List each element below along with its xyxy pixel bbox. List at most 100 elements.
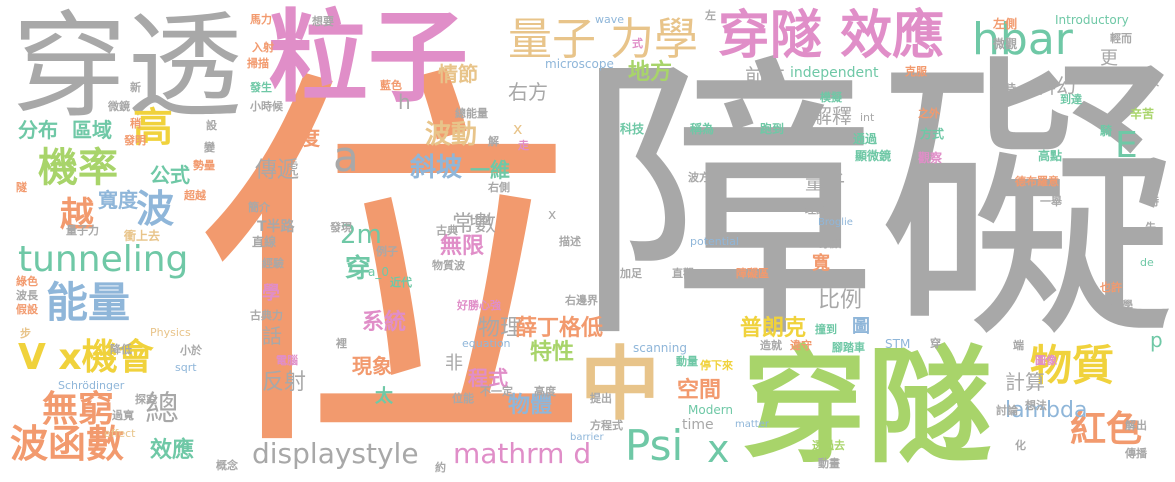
word-lan-se: 藍色 — [380, 79, 402, 92]
word-xiao-yu: 小於 — [180, 344, 202, 357]
word-potential: potential — [690, 235, 739, 248]
word-wu-zhi: 物質 — [1030, 341, 1115, 390]
word-ji-lv: 機率 — [38, 145, 118, 191]
word-hong-se: 紅色 — [1070, 409, 1143, 450]
word-bo: 波 — [136, 187, 175, 231]
word-han-shi: 含時 — [992, 82, 1017, 96]
word-broglie: Broglie — [818, 217, 853, 228]
word-duan: 端 — [1013, 339, 1024, 352]
word-zuo-ce: 左側 — [993, 17, 1018, 31]
word-gao-dian: 高點 — [1038, 149, 1063, 163]
word-yue2: 約 — [435, 461, 446, 474]
word-zuo2: 做 — [830, 202, 841, 215]
word-yue: 越 — [60, 195, 94, 235]
word-bi-wei: 比位 — [470, 214, 492, 227]
word-bo-chang: 波長 — [16, 289, 38, 302]
word-ke-fu: 克服 — [905, 65, 927, 78]
word-bo-han-shu: 波函數 — [10, 422, 125, 466]
word-kong-jian: 空間 — [677, 378, 722, 403]
word-effect: effect — [104, 427, 136, 440]
word-jia: 假 — [1148, 75, 1159, 88]
word-xiao-shi-hou: 小時候 — [250, 100, 283, 113]
word-cheng-shi: 程式 — [468, 366, 508, 390]
word-chuan-sui-big: 穿隧 — [742, 335, 992, 480]
word-gong-shi: 公式 — [150, 163, 190, 187]
word-fen-bu: 分布 — [18, 118, 58, 142]
word-hbar: hbar — [972, 14, 1073, 65]
word-modern: Modern — [688, 403, 734, 417]
word-pu-lang-ke: 普朗克 — [740, 316, 807, 341]
word-kuan-du: 寬度 — [98, 188, 138, 212]
word-chong-shang-qu: 衝上去 — [124, 229, 161, 243]
word-li-lun: 理論 — [805, 203, 827, 216]
word-independent: independent — [790, 65, 879, 81]
word-liang-zi: 量子 — [805, 170, 845, 194]
word-fang-cheng-shi: 方程式 — [590, 419, 623, 432]
word-a: a — [333, 132, 359, 181]
word-ke-huan: 科幻 — [1036, 74, 1076, 98]
word-liang-zi-li: 量子力 — [66, 224, 99, 237]
word-zong: 總 — [145, 389, 179, 429]
word-xian: 先 — [1145, 221, 1156, 234]
word-jie-shi: 解釋 — [812, 104, 852, 128]
word-ma-li: 馬力 — [250, 13, 272, 26]
word-fang-shi: 方式 — [920, 127, 945, 141]
word-zhi-guan: 直觀 — [672, 267, 694, 280]
word-wu-zhi-bo: 物質波 — [432, 259, 465, 272]
word-wei-jing: 微鏡 — [108, 100, 130, 113]
word-bu-yi-ding: 不一定 — [480, 385, 513, 398]
word-bo-dong: 波動 — [425, 120, 478, 150]
word-fa-xian: 發現 — [330, 221, 352, 234]
word-wei-neng: 位能 — [452, 392, 474, 405]
word-you-bian-jie: 右邊界 — [565, 294, 598, 307]
word-li-zi-2: 例子 — [376, 245, 398, 258]
word-xian-wei-jing: 顯微鏡 — [855, 149, 892, 163]
word-xiao-ying: 效應 — [150, 438, 195, 463]
word-de-bu-luo-yi: 德布羅意 — [1015, 175, 1059, 188]
word-tao-lun: 討論 — [996, 404, 1018, 417]
word-equation: equation — [462, 337, 511, 350]
word-zhang-ai: 障礙 — [578, 30, 1175, 379]
word-tunneling: tunneling — [18, 239, 189, 280]
word-ting-xia-lai: 停下來 — [700, 359, 733, 372]
word-jia-zu: 加足 — [620, 267, 642, 280]
word-x1: x — [707, 427, 730, 471]
word-jie-chu: 解出 — [1125, 419, 1147, 432]
word-kuan: 寬 — [812, 253, 830, 274]
word-chuan-di: 傳遞 — [255, 158, 300, 183]
word-shi-jie: 世界 — [836, 269, 858, 282]
word-zhuang-dao: 撞到 — [815, 323, 837, 336]
word-chuan-bo: 傳播 — [1125, 447, 1147, 460]
word-displaystyle: displaystyle — [252, 437, 419, 470]
word-qing-jie: 情節 — [438, 62, 478, 86]
word-xiang-fa: 想法 — [1025, 399, 1047, 412]
word-bu: 步 — [20, 327, 31, 340]
word-jing-yan: 經驗 — [262, 257, 284, 270]
word-zhong: 中 — [580, 338, 660, 431]
word-ji-suan: 計算 — [1005, 370, 1045, 394]
word-gu-dian-li: 古典力 — [250, 309, 283, 322]
word-qi: 騎 — [1100, 124, 1113, 138]
word-xin: 新 — [130, 81, 141, 94]
word-ban-lu: T半路 — [257, 219, 295, 235]
word-qian-fang: 前方 — [745, 64, 785, 88]
word-zong-neng: 總能量 — [455, 107, 488, 120]
word-hao-sheng-xin-qiang: 好勝心強 — [457, 299, 501, 312]
word-miao-shu: 描述 — [559, 235, 581, 248]
word-xue: 學 — [262, 283, 280, 304]
word-cheng-wei: 稱為 — [690, 122, 715, 136]
word-int: int — [860, 111, 875, 124]
word-p: p — [1150, 328, 1163, 352]
word-fei: 非 — [445, 353, 463, 374]
word-shi: 式 — [632, 37, 643, 50]
word-fan-she: 反射 — [262, 370, 307, 395]
word-chang-shu: 常數 — [452, 212, 497, 237]
word-2m: 2m — [340, 220, 382, 250]
word-ti-chu: 提出 — [590, 392, 612, 405]
word-wu-xian: 無限 — [440, 234, 485, 259]
word-guan-cha: 觀察 — [918, 151, 943, 165]
word-a-0: a_0 — [368, 265, 389, 279]
word-schrodinger: Schrödinger — [58, 379, 125, 392]
word-xiang-yao: 想要 — [312, 15, 334, 28]
